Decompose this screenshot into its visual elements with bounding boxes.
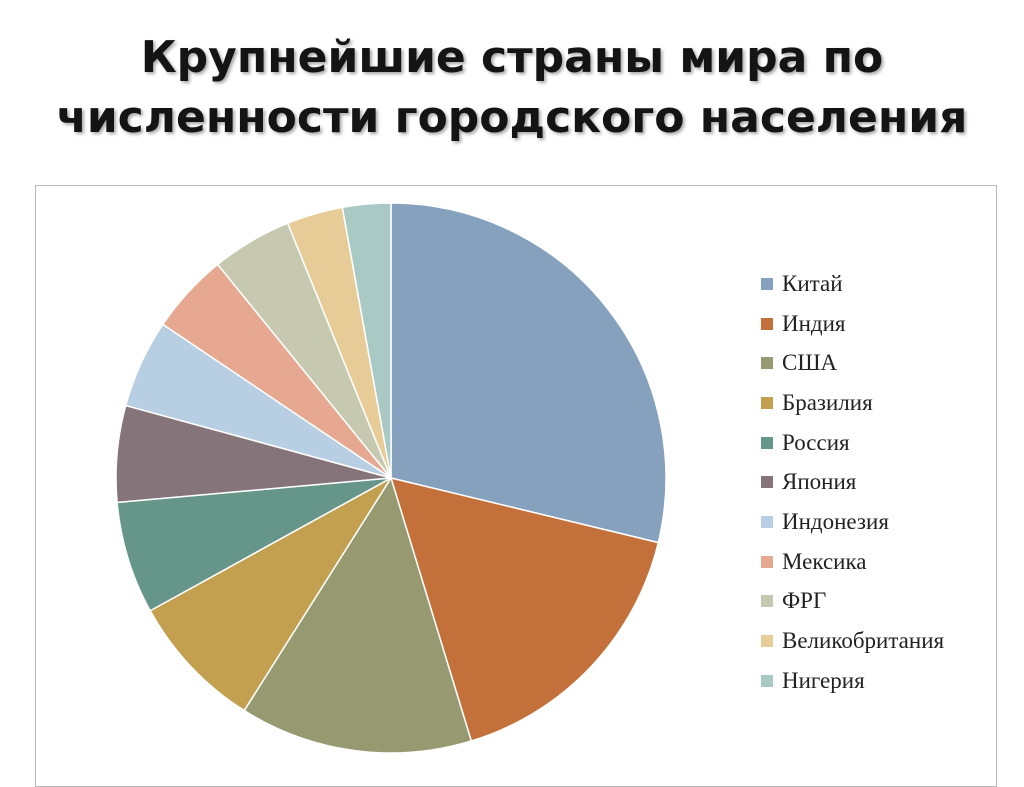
legend-swatch bbox=[761, 555, 773, 568]
legend-swatch bbox=[761, 317, 773, 330]
legend-item: Индонезия bbox=[761, 502, 944, 542]
legend-swatch bbox=[761, 396, 773, 409]
legend-label: Россия bbox=[782, 429, 850, 455]
pie-slice-2 bbox=[389, 476, 660, 742]
legend-item: США bbox=[761, 343, 944, 383]
legend-label: Нигерия bbox=[782, 667, 865, 693]
chart-area: Китай Индия США Бразилия Россия Япония Индонез… bbox=[35, 185, 997, 787]
legend-swatch bbox=[761, 674, 773, 687]
legend-swatch bbox=[761, 436, 773, 449]
legend-item: Россия bbox=[761, 423, 944, 463]
legend-item: ФРГ bbox=[761, 582, 944, 622]
legend-swatch bbox=[761, 595, 773, 608]
pie-slice-4 bbox=[149, 477, 392, 712]
legend-label: Япония bbox=[782, 469, 857, 495]
legend-swatch bbox=[761, 357, 773, 370]
pie-slice-5 bbox=[116, 477, 392, 612]
legend-label: Мексика bbox=[782, 548, 867, 574]
legend-swatch bbox=[761, 476, 773, 489]
legend-label: Китай bbox=[782, 270, 843, 296]
legend-label: Индонезия bbox=[782, 508, 889, 534]
legend-swatch bbox=[761, 515, 773, 528]
page-title: Крупнейшие страны мира по численности го… bbox=[0, 28, 1024, 148]
legend-label: Великобритания bbox=[782, 628, 945, 654]
legend-item: Индия bbox=[761, 304, 944, 344]
title-line-1: Крупнейшие страны мира по bbox=[140, 32, 884, 83]
legend-item: Бразилия bbox=[761, 383, 944, 423]
pie-slice-1 bbox=[390, 202, 667, 544]
legend-item: Китай bbox=[761, 264, 944, 304]
title-line-2: численности городского населения bbox=[56, 92, 968, 143]
legend-item: Великобритания bbox=[761, 621, 944, 661]
legend-label: Бразилия bbox=[782, 389, 873, 415]
legend-item: Нигерия bbox=[761, 661, 944, 701]
legend-label: США bbox=[782, 350, 838, 376]
legend-swatch bbox=[761, 635, 773, 648]
legend-item: Мексика bbox=[761, 542, 944, 582]
chart-legend: Китай Индия США Бразилия Россия Япония Индонез… bbox=[761, 264, 944, 701]
pie-slice-11 bbox=[341, 202, 392, 479]
legend-label: ФРГ bbox=[782, 588, 827, 614]
legend-item: Япония bbox=[761, 462, 944, 502]
legend-swatch bbox=[761, 277, 773, 290]
pie-slice-3 bbox=[243, 476, 473, 754]
pie-chart bbox=[115, 202, 667, 754]
legend-label: Индия bbox=[782, 310, 846, 336]
